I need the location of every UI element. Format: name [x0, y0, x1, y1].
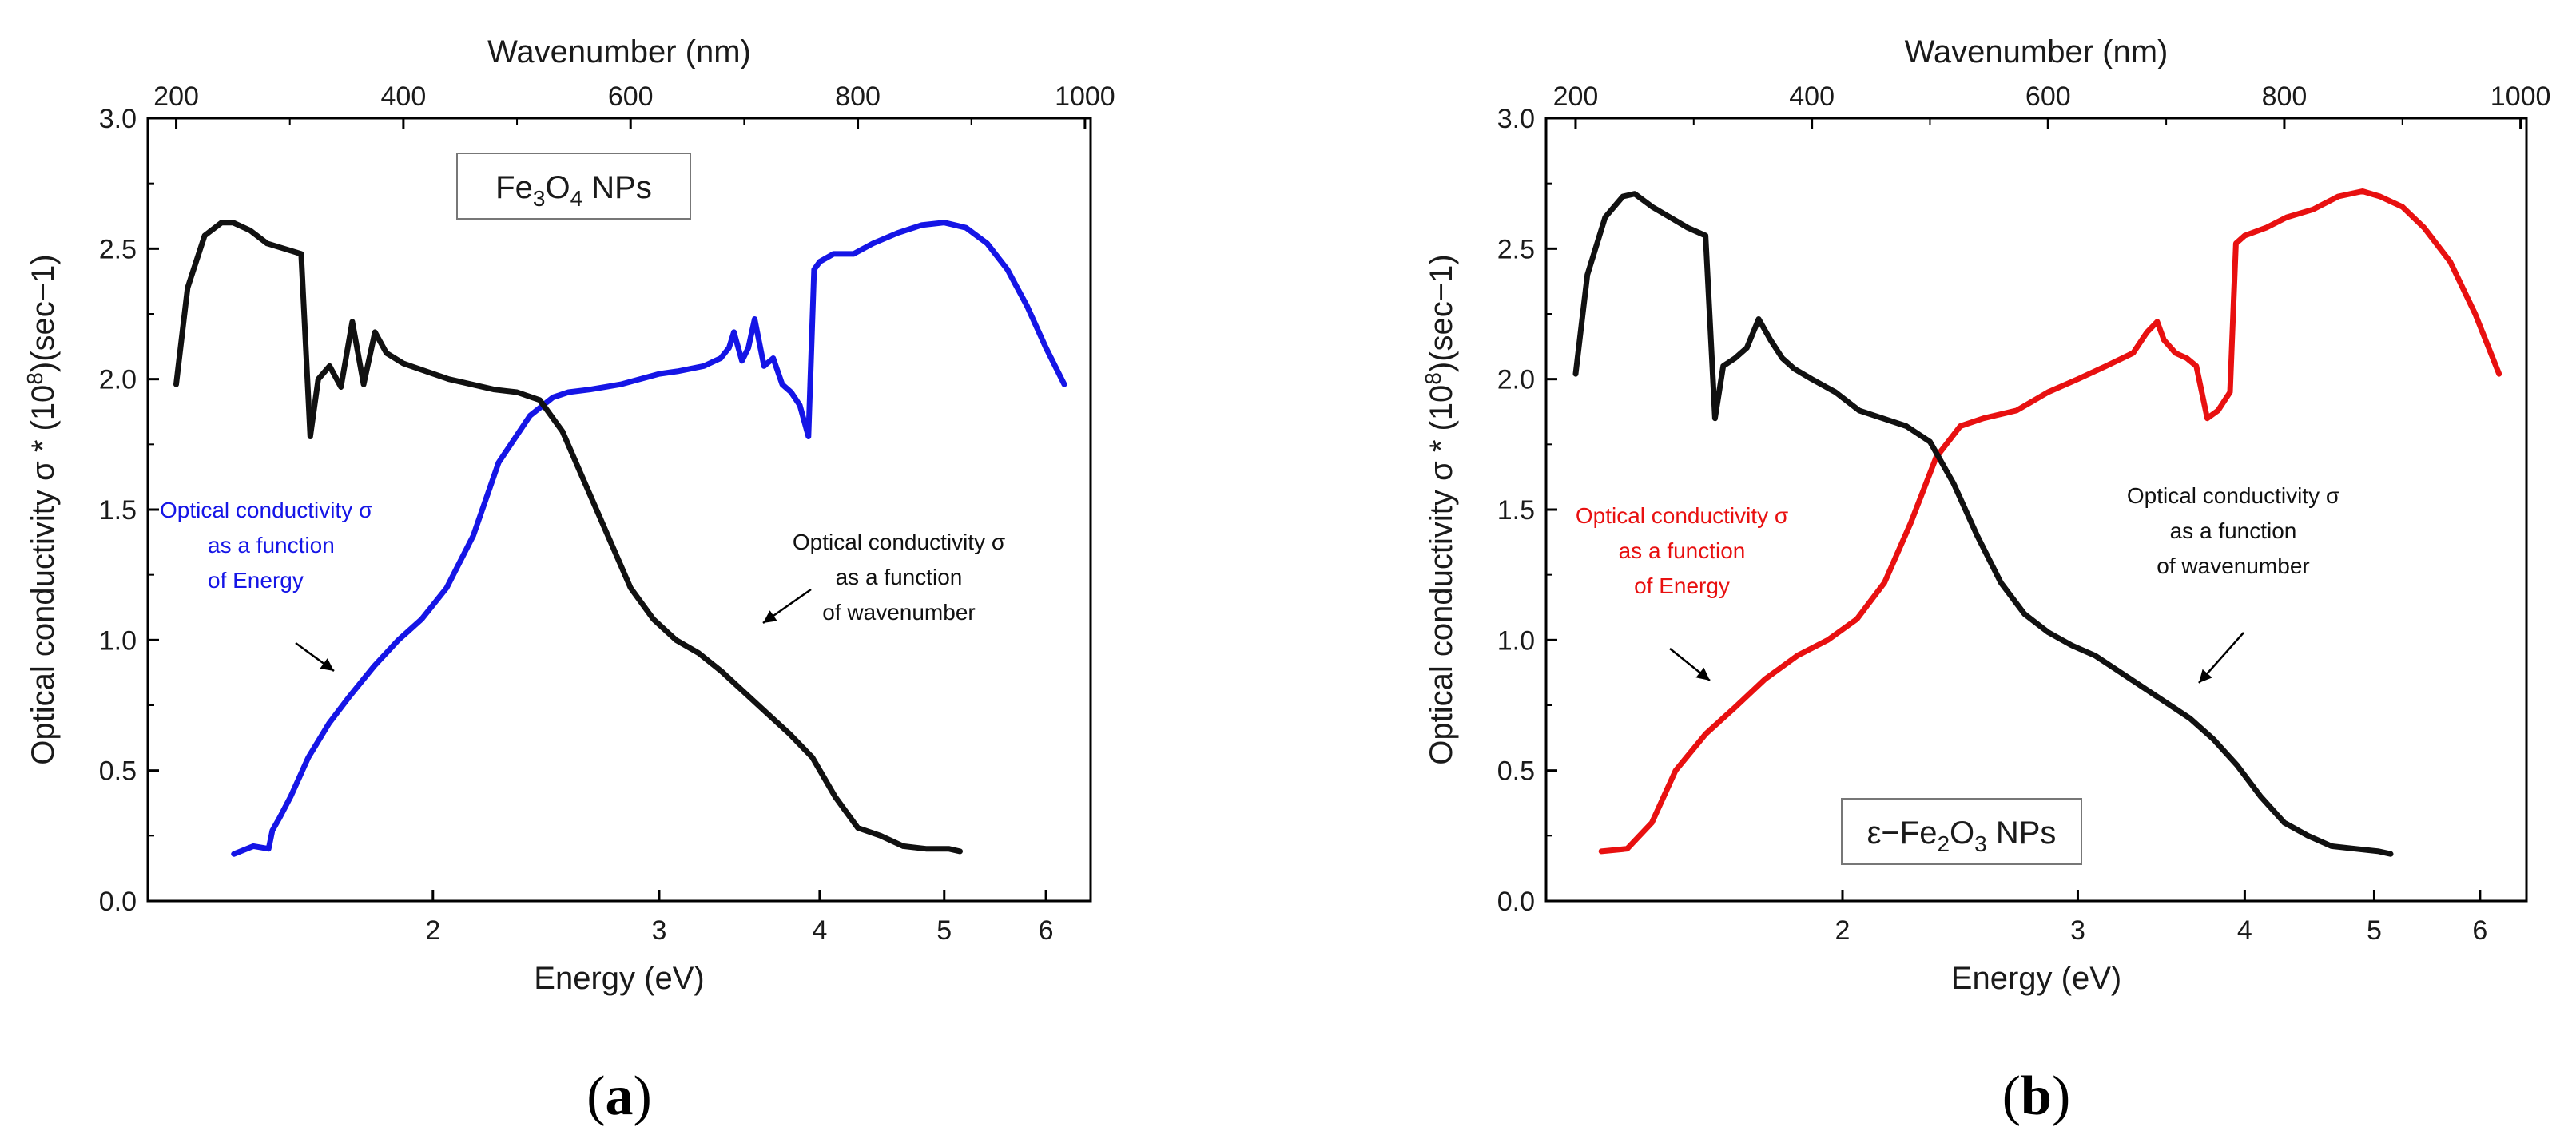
y-tick-label: 2.0	[99, 365, 137, 395]
x2-tick-label: 600	[608, 81, 654, 112]
annotation-arrowhead	[1695, 667, 1710, 681]
x-tick-label: 3	[2070, 915, 2085, 946]
x-tick-label: 6	[2472, 915, 2487, 946]
annotation-energy: Optical conductivity σ as a function of En…	[160, 498, 372, 593]
series-line-energy	[231, 220, 1067, 857]
x2-tick-label: 1000	[1055, 81, 1115, 112]
x2-axis-title: Wavenumber (nm)	[1905, 34, 2169, 69]
annotation-wavenumber: Optical conductivity σ as a function of wa…	[793, 530, 1005, 625]
x2-tick-label: 400	[381, 81, 427, 112]
series-line-wavenumber	[1572, 191, 2394, 857]
x-axis-title: Energy (eV)	[1951, 961, 2121, 996]
x2-tick-label: 600	[2025, 81, 2071, 112]
y-tick-label: 3.0	[1497, 104, 1535, 134]
y-tick-label: 1.5	[99, 495, 137, 526]
x2-tick-label: 800	[2262, 81, 2308, 112]
sample-label: Fe3O4 NPs	[495, 170, 652, 211]
y-tick-label: 0.5	[1497, 756, 1535, 787]
x2-tick-label: 200	[153, 81, 199, 112]
series-line-energy	[1598, 188, 2502, 855]
panel-label: (b)	[2002, 1065, 2071, 1127]
x-tick-label: 4	[2237, 915, 2252, 946]
y-tick-label: 0.5	[99, 756, 137, 787]
sample-label-box	[1841, 798, 2082, 865]
y-axis-title: Optical conductivity σ * (108)(sec−1)	[1421, 254, 1459, 764]
annotation-energy: Optical conductivity σ as a function of En…	[1576, 503, 1788, 598]
y-tick-label: 2.0	[1497, 365, 1535, 395]
series-line-wavenumber	[173, 220, 963, 855]
annotation-arrowhead	[2199, 669, 2212, 683]
x-tick-label: 5	[2367, 915, 2382, 946]
sample-label: ε−Fe2O3 NPs	[1867, 815, 2057, 856]
y-tick-label: 0.0	[99, 887, 137, 917]
x2-tick-label: 200	[1553, 81, 1599, 112]
chart-panel-1: 0.0 0.5 1.0 1.5 2.0 2.5 3.0 2 3 4 5 6 200 400 600 800 10…	[22, 34, 1115, 1127]
y-axis-title: Optical conductivity σ * (108)(sec−1)	[22, 254, 61, 764]
x-tick-label: 6	[1039, 915, 1054, 946]
x-tick-label: 4	[812, 915, 827, 946]
y-tick-label: 3.0	[99, 104, 137, 134]
x2-tick-label: 400	[1789, 81, 1835, 112]
x-axis-title: Energy (eV)	[534, 961, 704, 996]
x2-tick-label: 1000	[2491, 81, 2551, 112]
y-tick-label: 1.0	[99, 625, 137, 656]
x2-axis-title: Wavenumber (nm)	[487, 34, 751, 69]
sample-label-box	[456, 153, 691, 220]
y-tick-label: 1.5	[1497, 495, 1535, 526]
annotation-arrowhead	[320, 658, 334, 671]
chart-panel-2: 0.0 0.5 1.0 1.5 2.0 2.5 3.0 2 3 4 5 6 200 400 600 800 10…	[1421, 34, 2550, 1127]
x-tick-label: 2	[1835, 915, 1851, 946]
x-tick-label: 5	[936, 915, 952, 946]
y-tick-label: 1.0	[1497, 625, 1535, 656]
panel-label: (a)	[586, 1065, 652, 1127]
annotation-arrowhead	[763, 610, 777, 623]
annotation-wavenumber: Optical conductivity σ as a function of wa…	[2127, 483, 2339, 578]
x-tick-label: 2	[425, 915, 440, 946]
y-tick-label: 0.0	[1497, 887, 1535, 917]
x2-tick-label: 800	[835, 81, 881, 112]
y-tick-label: 2.5	[99, 234, 137, 264]
x-tick-label: 3	[652, 915, 667, 946]
y-tick-label: 2.5	[1497, 234, 1535, 264]
